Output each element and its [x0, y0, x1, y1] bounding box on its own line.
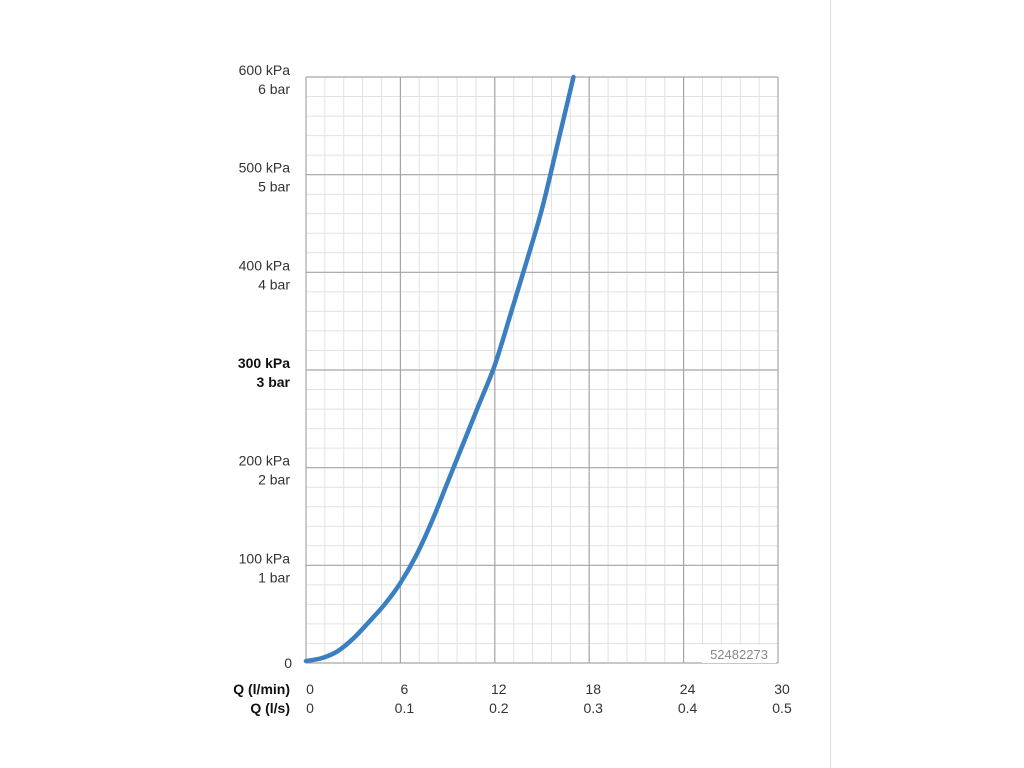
y-tick-label-kpa: 0 [284, 655, 292, 671]
x-tick-label: 0.4 [678, 700, 698, 716]
x-tick-label: 0 [306, 700, 314, 716]
y-tick-label-bar: 4 bar [258, 276, 290, 292]
x-tick-label: 0.3 [583, 700, 603, 716]
curve-layer [303, 74, 576, 664]
x-tick-label: 24 [680, 681, 696, 697]
y-tick-label-bar: 6 bar [258, 81, 290, 97]
y-tick-label-kpa: 300 kPa [238, 355, 290, 371]
x-tick-label: 18 [585, 681, 601, 697]
y-tick-label-kpa: 500 kPa [239, 160, 291, 176]
y-tick-label-bar: 5 bar [258, 179, 290, 195]
x-tick-label: 30 [774, 681, 790, 697]
x-tick-label: 0.5 [772, 700, 792, 716]
y-tick-label-kpa: 100 kPa [239, 550, 291, 566]
x-tick-label: 0.1 [395, 700, 415, 716]
right-divider [830, 0, 831, 768]
pressure-flow-curve [303, 74, 576, 664]
x-axis-name: Q (l/min) [233, 681, 290, 697]
article-number-background [702, 645, 776, 663]
x-axis-labels: Q (l/min) 0 6 12 18 24 30 Q (l/s) 0 0.1 0.2 0.3 0.4 0… [233, 681, 792, 716]
major-grid [305, 76, 779, 664]
y-tick-label-kpa: 600 kPa [239, 62, 291, 78]
y-tick-label-bar: 1 bar [258, 569, 290, 585]
article-number-box: 52482273 [702, 645, 776, 663]
y-tick-label-kpa: 400 kPa [239, 257, 291, 273]
x-tick-label: 12 [491, 681, 507, 697]
article-number: 52482273 [710, 647, 768, 662]
x-tick-label: 6 [401, 681, 409, 697]
y-axis-labels: 0 100 kPa 1 bar 200 kPa 2 bar 300 kPa 3 bar 400… [238, 62, 292, 671]
x-tick-label: 0 [306, 681, 314, 697]
y-tick-label-bar: 3 bar [257, 374, 291, 390]
x-tick-label: 0.2 [489, 700, 509, 716]
x-axis-name: Q (l/s) [250, 700, 290, 716]
y-tick-label-kpa: 200 kPa [239, 453, 291, 469]
y-tick-label-bar: 2 bar [258, 472, 290, 488]
